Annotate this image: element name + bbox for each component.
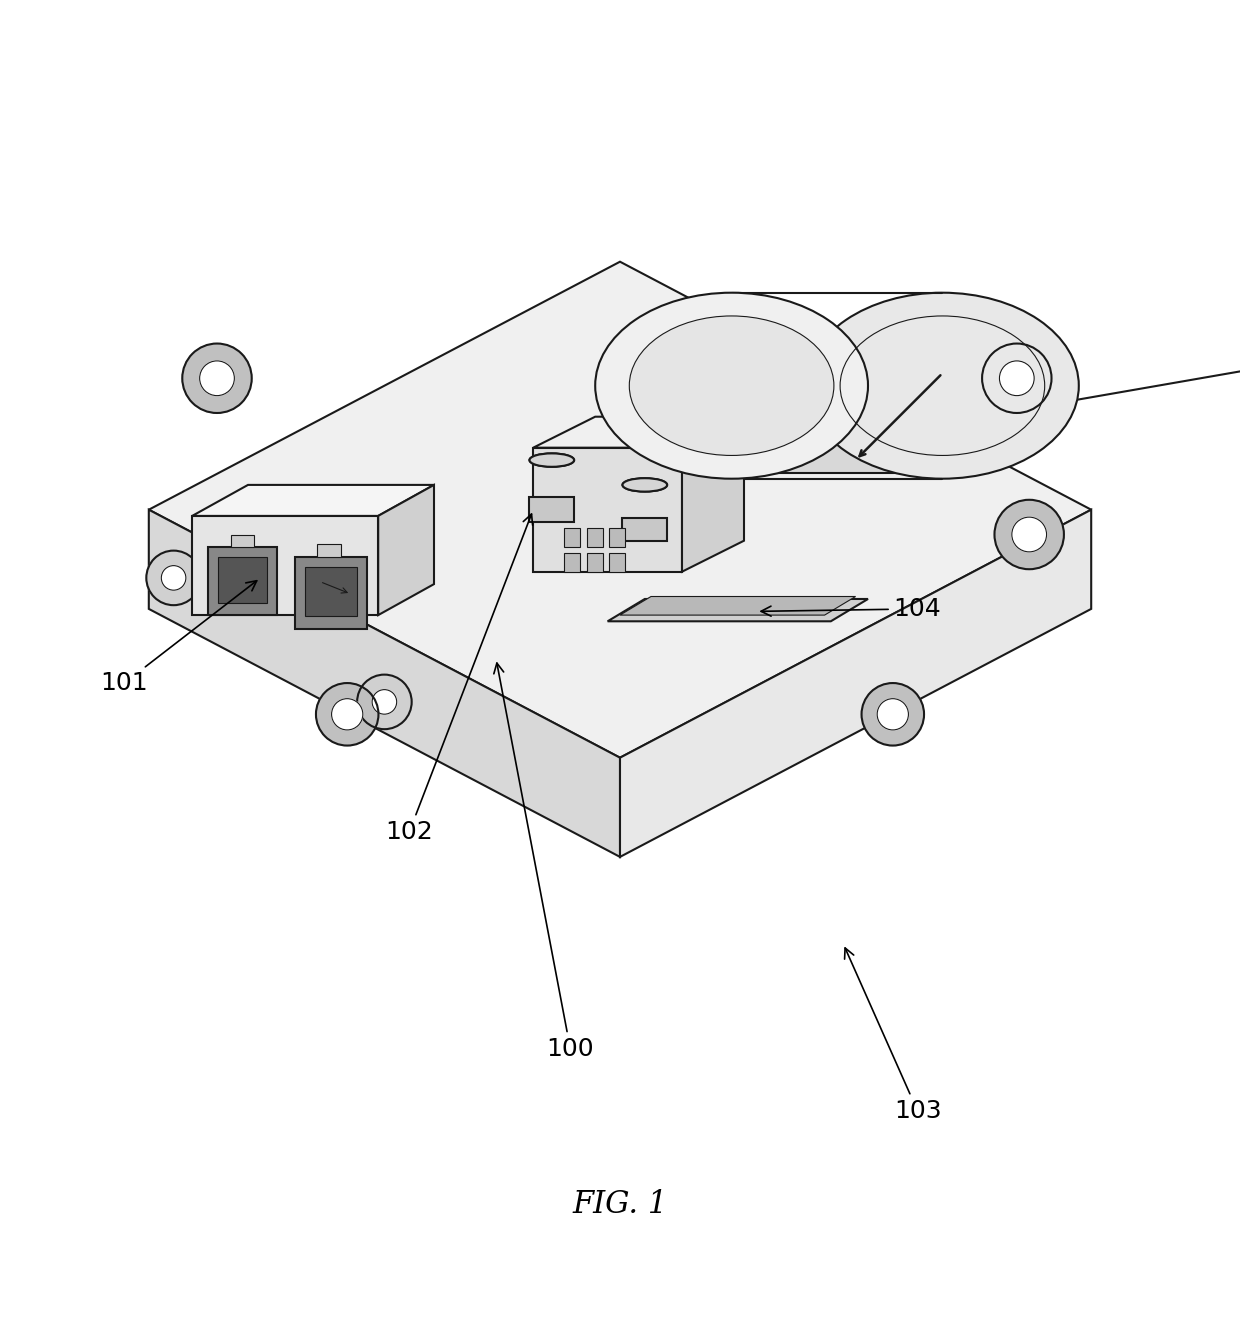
Polygon shape (564, 528, 580, 547)
Polygon shape (620, 510, 1091, 857)
Polygon shape (208, 547, 277, 615)
Text: 104: 104 (761, 597, 941, 620)
Text: 101: 101 (100, 581, 257, 695)
Circle shape (994, 499, 1064, 569)
Polygon shape (609, 553, 625, 572)
Ellipse shape (529, 453, 574, 466)
Polygon shape (192, 516, 378, 615)
Polygon shape (378, 485, 434, 615)
Polygon shape (609, 528, 625, 547)
Circle shape (1012, 518, 1047, 552)
Ellipse shape (595, 292, 868, 478)
Polygon shape (620, 404, 930, 473)
Polygon shape (231, 535, 254, 547)
Circle shape (982, 344, 1052, 414)
Polygon shape (930, 373, 980, 473)
Text: FIG. 1: FIG. 1 (573, 1189, 667, 1220)
Text: 103: 103 (844, 948, 941, 1123)
Polygon shape (682, 416, 744, 572)
Circle shape (372, 690, 397, 714)
Polygon shape (192, 485, 434, 516)
Polygon shape (608, 599, 868, 622)
Circle shape (146, 551, 201, 606)
Circle shape (357, 674, 412, 730)
Circle shape (200, 361, 234, 395)
Text: 102: 102 (386, 514, 533, 844)
Circle shape (331, 699, 363, 730)
Polygon shape (622, 519, 667, 541)
Polygon shape (587, 553, 603, 572)
Circle shape (862, 684, 924, 745)
Polygon shape (218, 557, 267, 603)
Ellipse shape (630, 316, 835, 456)
Circle shape (877, 699, 909, 730)
Polygon shape (305, 566, 357, 616)
Polygon shape (149, 510, 620, 857)
Polygon shape (295, 557, 367, 628)
Circle shape (999, 361, 1034, 395)
Polygon shape (533, 448, 682, 572)
Ellipse shape (622, 478, 667, 491)
Ellipse shape (529, 453, 574, 466)
Circle shape (316, 684, 378, 745)
Circle shape (182, 344, 252, 414)
Polygon shape (529, 498, 574, 522)
Circle shape (161, 565, 186, 590)
Polygon shape (317, 544, 341, 557)
Ellipse shape (806, 292, 1079, 478)
Polygon shape (620, 597, 856, 615)
Ellipse shape (622, 478, 667, 491)
Polygon shape (149, 262, 1091, 757)
Polygon shape (587, 528, 603, 547)
Text: 100: 100 (494, 662, 594, 1062)
Polygon shape (620, 373, 980, 404)
Polygon shape (564, 553, 580, 572)
Polygon shape (533, 416, 744, 448)
